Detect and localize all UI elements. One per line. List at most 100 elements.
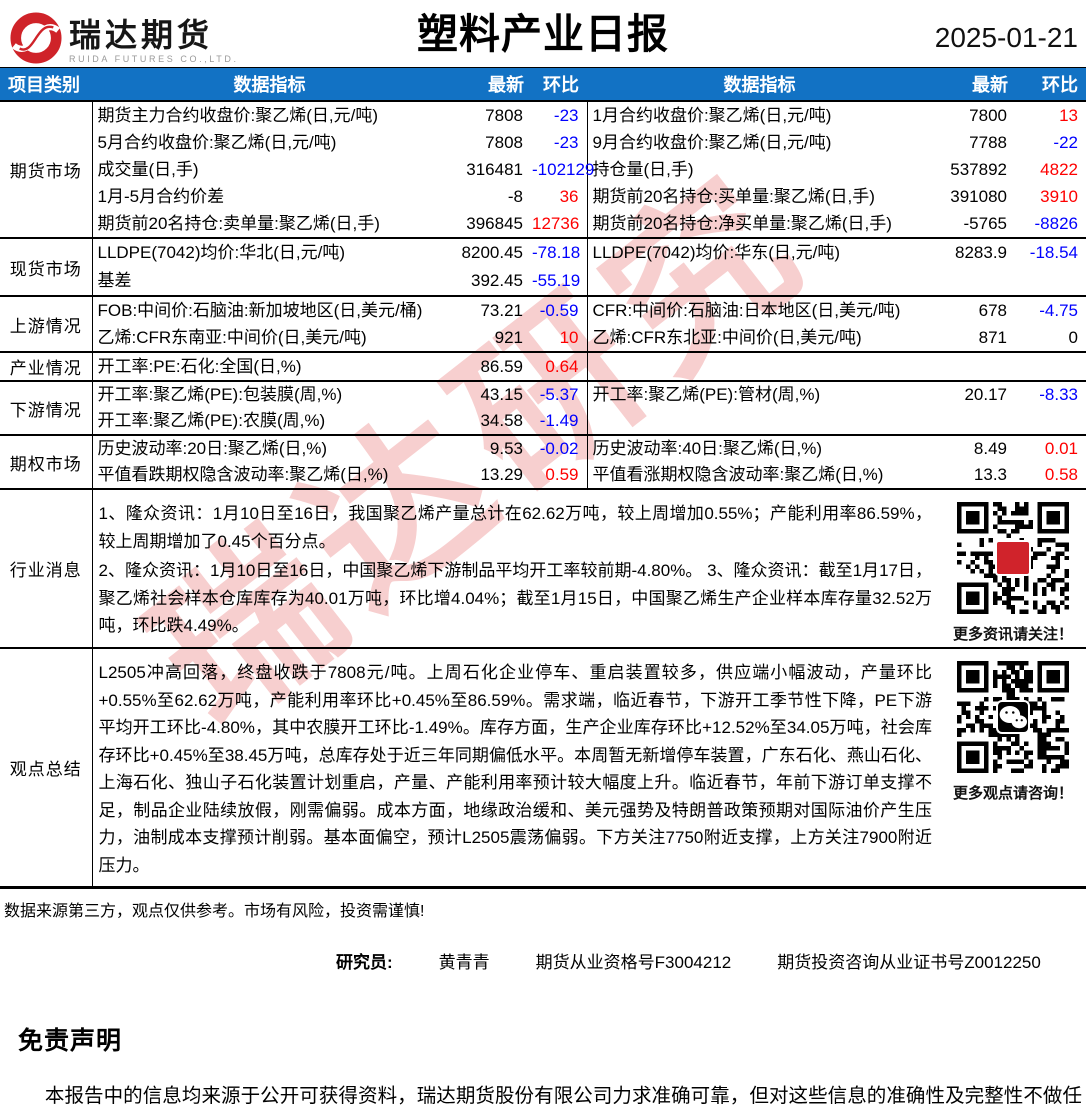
latest-value: 9.53 (447, 434, 532, 462)
qr-pattern (957, 502, 1069, 614)
researcher-name: 黄青青 (438, 953, 490, 973)
change-value: -5.37 (532, 380, 588, 408)
change-value: 36 (532, 183, 588, 210)
viewpoint-summary-text: L2505冲高回落，终盘收跌于7808元/吨。上周石化企业停车、重启装置较多，供… (93, 650, 941, 885)
brand-badge-icon (995, 540, 1031, 576)
latest-value: 392.45 (471, 271, 523, 290)
indicator-label: 乙烯:CFR东南亚:中间价(日,美元/吨) (97, 327, 367, 347)
col-header-change-right: 环比 (1016, 67, 1086, 102)
table-row: 基差 392.45 -55.19 (0, 267, 1086, 296)
indicator-label: 1月-5月合约价差 (97, 186, 225, 206)
report-date: 2025-01-21 (934, 22, 1078, 53)
news-qr-code (957, 502, 1069, 614)
latest-value: 7788 (969, 132, 1007, 152)
news-qr-caption: 更多资讯请关注！ (952, 626, 1073, 643)
industry-news-cell: 1、隆众资讯：1月10日至16日，我国聚乙烯产量总计在62.62万吨，较上周增加… (92, 488, 1086, 648)
table-row: 开工率:聚乙烯(PE):农膜(周,%) 34.58 -1.49 (0, 408, 1086, 435)
viewpoint-summary-row: 观点总结 L2505冲高回落，终盘收跌于7808元/吨。上周石化企业停车、重启装… (0, 647, 1086, 890)
latest-value: 537892 (950, 159, 1007, 179)
latest-value: 7808 (485, 132, 523, 152)
latest-value: 678 (932, 295, 1016, 324)
change-value (1016, 408, 1086, 435)
wechat-icon (996, 700, 1030, 734)
researcher-label: 研究员: (336, 953, 393, 973)
table-row: 现货市场 LLDPE(7042)均价:华北(日,元/吨) 8200.45 -78.18… (0, 237, 1086, 296)
latest-value: 8283.9 (932, 237, 1016, 267)
indicator-label: 历史波动率:40日:聚乙烯(日,%) (587, 434, 932, 462)
change-value: 0.59 (532, 462, 588, 489)
indicator-label: 基差 (97, 271, 132, 291)
change-value: -4.75 (1016, 295, 1086, 324)
change-value: -23 (532, 129, 588, 156)
latest-value: 13.3 (973, 465, 1007, 484)
latest-value: 43.15 (447, 380, 532, 408)
indicator-label: 历史波动率:20日:聚乙烯(日,%) (92, 434, 447, 462)
report-title: 塑料产业日报 (417, 11, 669, 57)
disclaimer-body: 本报告中的信息均来源于公开可获得资料，瑞达期货股份有限公司力求准确可靠，但对这些… (44, 1085, 1082, 1108)
latest-value: 20.17 (932, 380, 1016, 408)
table-row: 期货前20名持仓:卖单量:聚乙烯(日,手) 396845 12736 期货前20名持仓… (0, 210, 1086, 238)
col-header-latest-right: 最新 (932, 67, 1016, 102)
change-value: 0.58 (1044, 465, 1078, 484)
indicator-label: CFR:中间价:石脑油:日本地区(日,美元/吨) (587, 295, 932, 324)
latest-value: 8.49 (932, 434, 1016, 462)
disclaimer-title: 免责声明 (18, 1027, 123, 1056)
category-cell: 现货市场 (0, 237, 93, 296)
latest-value: 7800 (932, 100, 1016, 129)
ruida-logo-icon (10, 12, 62, 64)
latest-value: 921 (494, 327, 523, 347)
category-cell: 期权市场 (0, 434, 93, 489)
table-row: 1月-5月合约价差 -8 36 期货前20名持仓:买单量:聚乙烯(日,手) 391080… (0, 183, 1086, 210)
risk-note: 数据来源第三方，观点仅供参考。市场有风险，投资需谨慎! (4, 903, 425, 921)
indicator-label: 期货前20名持仓:卖单量:聚乙烯(日,手) (97, 213, 380, 233)
viewpoint-summary-cell: L2505冲高回落，终盘收跌于7808元/吨。上周石化企业停车、重启装置较多，供… (92, 647, 1086, 890)
change-value: -78.18 (532, 237, 588, 267)
change-value: 13 (1016, 100, 1086, 129)
brand-name-en: RUIDA FUTURES CO.,LTD. (69, 54, 239, 64)
indicator-label: FOB:中间价:石脑油:新加坡地区(日,美元/桶) (92, 295, 447, 324)
change-value: 10 (532, 324, 588, 352)
brand-name-cn: 瑞达期货 (69, 17, 214, 53)
change-value: -55.19 (532, 267, 588, 296)
industry-news-row: 行业消息 1、隆众资讯：1月10日至16日，我国聚乙烯产量总计在62.62万吨，… (0, 488, 1086, 648)
indicator-label: LLDPE(7042)均价:华北(日,元/吨) (92, 237, 447, 267)
category-cell: 行业消息 (0, 488, 93, 648)
summary-qr-block: 更多观点请咨询！ (940, 650, 1086, 803)
latest-value (932, 351, 1016, 381)
col-header-indicator-left: 数据指标 (92, 67, 447, 102)
latest-value: -8 (507, 186, 523, 206)
indicator-label (587, 351, 932, 381)
indicator-label: 开工率:PE:石化:全国(日,%) (92, 351, 447, 381)
change-value: -102129 (532, 156, 594, 183)
category-cell: 下游情况 (0, 380, 93, 435)
table-row: 平值看跌期权隐含波动率:聚乙烯(日,%) 13.29 0.59 平值看涨期权隐含波动率… (0, 462, 1086, 489)
table-header-row: 项目类别 数据指标 最新 环比 数据指标 最新 环比 (0, 67, 1086, 102)
category-cell: 期货市场 (0, 100, 93, 238)
latest-value: 396845 (466, 213, 523, 233)
latest-value: 7808 (447, 100, 532, 129)
change-value: -22 (1053, 132, 1078, 152)
table-row: 产业情况 开工率:PE:石化:全国(日,%) 86.59 0.64 (0, 351, 1086, 381)
indicator-label: 9月合约收盘价:聚乙烯(日,元/吨) (592, 132, 832, 152)
indicator-label: 期货前20名持仓:买单量:聚乙烯(日,手) (592, 186, 875, 206)
change-value (1016, 351, 1086, 381)
table-row: 成交量(日,手) 316481 -102129 持仓量(日,手) 537892 4822 (0, 156, 1086, 183)
researcher-line: 研究员: 黄青青 期货从业资格号F3004212 期货投资咨询从业证书号Z001… (0, 948, 1086, 973)
change-value: 3910 (1040, 186, 1078, 206)
news-qr-block: 更多资讯请关注！ (940, 491, 1086, 644)
category-cell: 观点总结 (0, 647, 93, 890)
indicator-label: 开工率:聚乙烯(PE):包装膜(周,%) (92, 380, 447, 408)
industry-news-text: 1、隆众资讯：1月10日至16日，我国聚乙烯产量总计在62.62万吨，较上周增加… (93, 491, 941, 646)
indicator-label: 5月合约收盘价:聚乙烯(日,元/吨) (97, 132, 337, 152)
latest-value: 316481 (466, 159, 523, 179)
data-table: 项目类别 数据指标 最新 环比 数据指标 最新 环比 期货市场 期货主力合约收盘价… (0, 67, 1086, 890)
summary-qr-code (957, 661, 1069, 773)
category-cell: 产业情况 (0, 351, 93, 381)
change-value: 12736 (532, 210, 588, 238)
col-header-indicator-right: 数据指标 (587, 67, 932, 102)
latest-value: 8200.45 (447, 237, 532, 267)
indicator-label: LLDPE(7042)均价:华东(日,元/吨) (587, 237, 932, 267)
latest-value: 391080 (950, 186, 1007, 206)
report-header: 瑞达期货 RUIDA FUTURES CO.,LTD. 塑料产业日报 2025-… (0, 0, 1086, 67)
change-value: -18.54 (1016, 237, 1086, 267)
